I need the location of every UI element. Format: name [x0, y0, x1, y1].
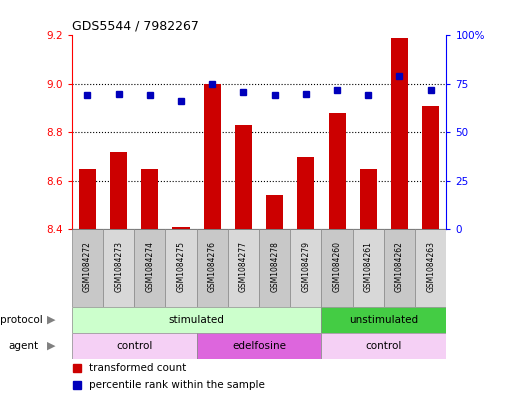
Bar: [72, 307, 322, 333]
Text: edelfosine: edelfosine: [232, 341, 286, 351]
Bar: [196, 229, 228, 307]
Bar: [103, 229, 134, 307]
Bar: [328, 113, 346, 229]
Text: GSM1084273: GSM1084273: [114, 241, 123, 292]
Bar: [235, 125, 252, 229]
Text: GSM1084275: GSM1084275: [176, 241, 186, 292]
Bar: [134, 229, 165, 307]
Bar: [110, 152, 127, 229]
Text: GDS5544 / 7982267: GDS5544 / 7982267: [72, 20, 199, 33]
Text: ▶: ▶: [47, 341, 56, 351]
Text: stimulated: stimulated: [169, 315, 225, 325]
Bar: [172, 227, 190, 229]
Text: GSM1084279: GSM1084279: [301, 241, 310, 292]
Text: ▶: ▶: [47, 315, 56, 325]
Bar: [415, 229, 446, 307]
Text: unstimulated: unstimulated: [349, 315, 419, 325]
Text: control: control: [116, 341, 152, 351]
Bar: [290, 229, 322, 307]
Bar: [259, 229, 290, 307]
Bar: [353, 229, 384, 307]
Text: GSM1084278: GSM1084278: [270, 241, 279, 292]
Bar: [422, 106, 439, 229]
Bar: [391, 38, 408, 229]
Text: GSM1084277: GSM1084277: [239, 241, 248, 292]
Bar: [228, 229, 259, 307]
Bar: [322, 333, 446, 358]
Bar: [72, 229, 103, 307]
Text: transformed count: transformed count: [89, 363, 186, 373]
Text: agent: agent: [9, 341, 39, 351]
Bar: [72, 333, 196, 358]
Bar: [165, 229, 196, 307]
Text: GSM1084261: GSM1084261: [364, 241, 373, 292]
Bar: [266, 195, 283, 229]
Bar: [322, 307, 446, 333]
Text: GSM1084272: GSM1084272: [83, 241, 92, 292]
Text: GSM1084263: GSM1084263: [426, 241, 435, 292]
Text: GSM1084274: GSM1084274: [145, 241, 154, 292]
Bar: [322, 229, 353, 307]
Bar: [298, 156, 314, 229]
Text: control: control: [366, 341, 402, 351]
Text: protocol: protocol: [0, 315, 43, 325]
Bar: [360, 169, 377, 229]
Bar: [141, 169, 159, 229]
Bar: [196, 333, 322, 358]
Text: GSM1084276: GSM1084276: [208, 241, 217, 292]
Bar: [384, 229, 415, 307]
Bar: [79, 169, 96, 229]
Text: GSM1084262: GSM1084262: [395, 241, 404, 292]
Text: percentile rank within the sample: percentile rank within the sample: [89, 380, 265, 390]
Bar: [204, 84, 221, 229]
Text: GSM1084260: GSM1084260: [332, 241, 342, 292]
